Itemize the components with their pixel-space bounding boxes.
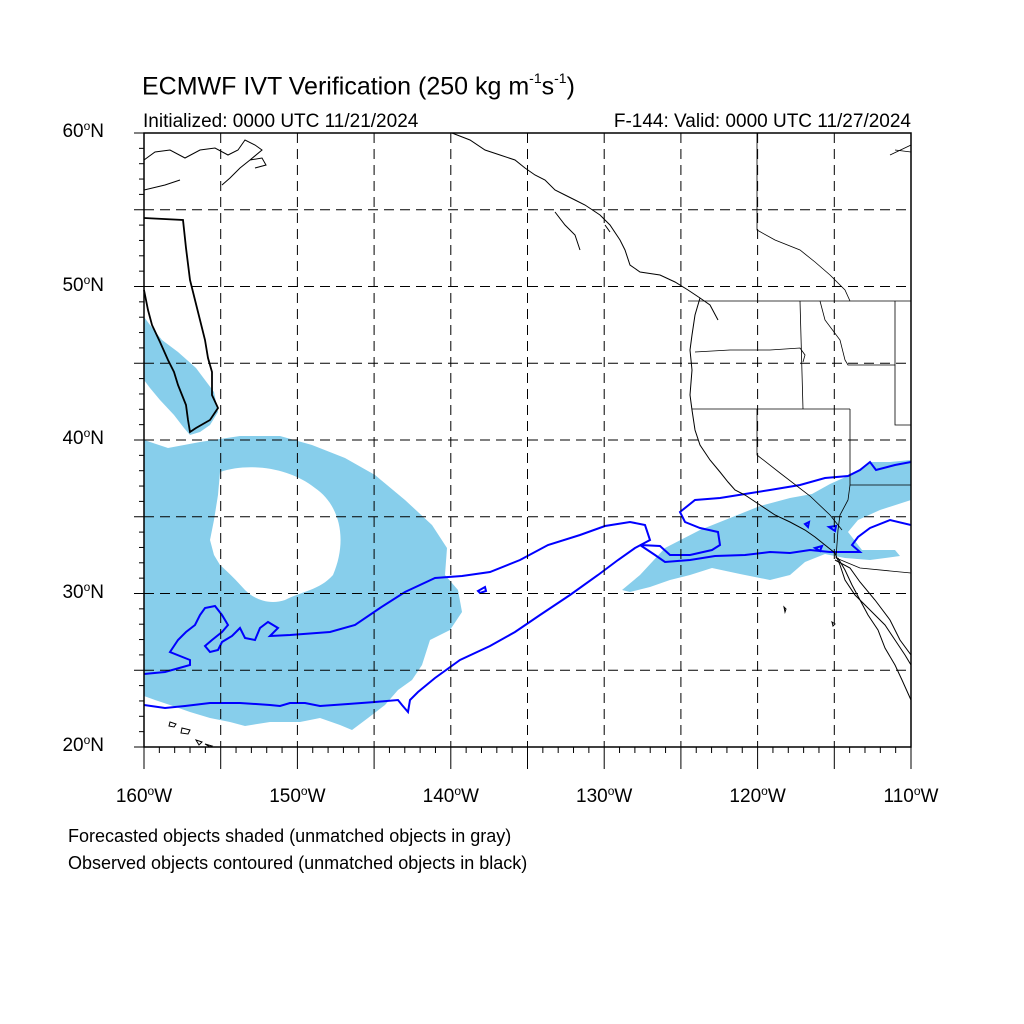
island-small-2 [831,620,836,627]
bc-coast [451,133,719,321]
political-borders [688,133,911,574]
lon-label: 120oW [729,784,786,807]
observed-contour-main [144,520,652,715]
lat-label: 50oN [62,272,104,296]
lon-label: 130oW [576,784,633,807]
forecast-object-california [622,460,911,592]
forecast-object-north-pacific [144,317,218,435]
gridlines [144,133,911,747]
alaska-coast [144,139,267,191]
axis-ticks [134,132,912,769]
forecast-legend-note: Forecasted objects shaded (unmatched obj… [68,826,512,846]
id-border [799,300,896,410]
canada-inner [756,133,851,302]
wa-or-border [694,347,806,363]
observed-contour-small-4 [826,524,838,533]
observed-objects [144,460,911,715]
forecast-object-main-plume [144,436,462,730]
observed-legend-note: Observed objects contoured (unmatched ob… [68,853,528,873]
initialized-label: Initialized: 0000 UTC 11/21/2024 [143,111,419,132]
ca-nv-border [756,409,843,531]
us-west-coast [689,297,911,666]
map-title: ECMWF IVT Verification (250 kg m-1s-1) [142,70,575,101]
lat-label: 60oN [62,119,104,142]
gulf-california [834,559,911,656]
lat-label: 40oN [62,426,104,449]
lat-label: 20oN [62,733,104,756]
forecast-object-west-edge [144,512,214,665]
az-border [835,484,911,574]
observed-contour-small-3 [803,520,811,530]
lon-label: 160oW [115,784,173,807]
baja-coast [837,557,911,701]
valid-time-label: F-144: Valid: 0000 UTC 11/27/2024 [613,111,911,132]
observed-contour-california [639,460,911,564]
island-small-1 [783,605,787,614]
lat-label: 30oN [62,579,104,603]
lon-label: 150oW [269,784,326,807]
observed-contour-small-2 [812,544,824,553]
observed-contour-small-1 [476,585,488,595]
lon-label: 140oW [422,784,479,807]
hudson-coast [889,144,911,156]
observed-unmatched-contour [143,217,220,434]
lon-label: 110oW [883,784,939,807]
hawaii-islands [168,721,214,747]
